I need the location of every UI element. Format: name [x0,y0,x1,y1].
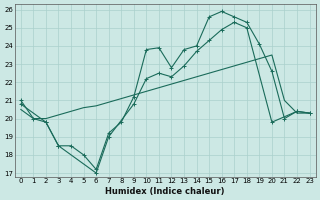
X-axis label: Humidex (Indice chaleur): Humidex (Indice chaleur) [106,187,225,196]
